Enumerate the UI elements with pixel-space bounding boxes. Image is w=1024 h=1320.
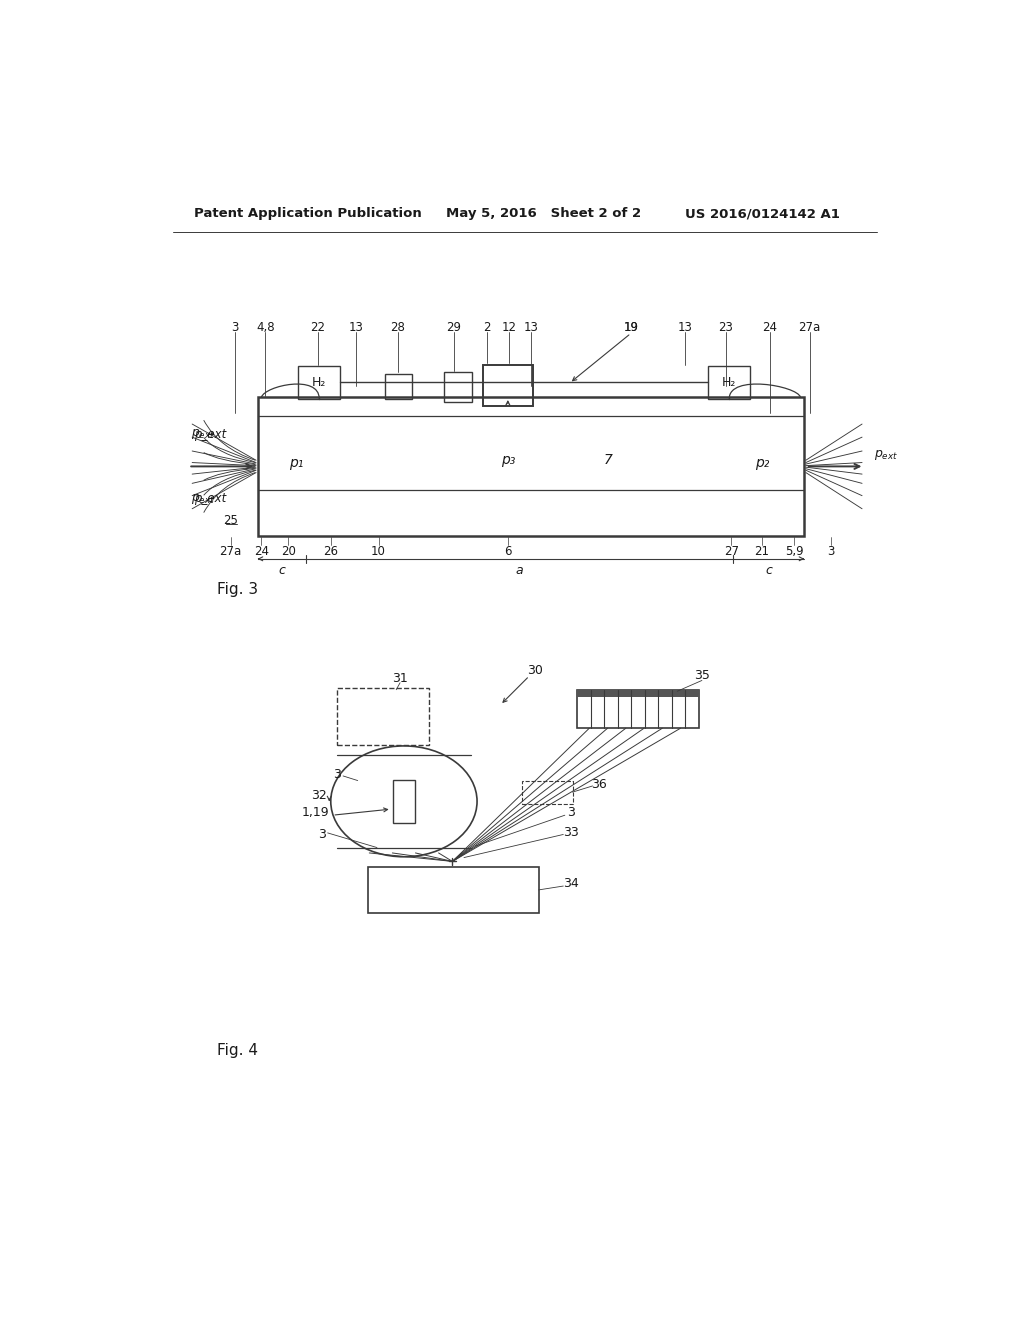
Text: H₂: H₂ [312,376,327,389]
Text: 25: 25 [223,513,239,527]
Text: 36: 36 [591,777,606,791]
Text: 19: 19 [624,321,639,334]
Text: 3: 3 [567,807,574,820]
Text: 6: 6 [504,545,512,557]
Text: p_ext: p_ext [194,492,226,506]
Bar [337,688,429,744]
Text: Fig. 4: Fig. 4 [217,1043,258,1057]
Text: c: c [765,564,772,577]
Text: a: a [516,564,523,577]
Text: 24: 24 [762,321,777,334]
Text: 30: 30 [527,664,543,677]
Text: 23: 23 [718,321,733,334]
Text: 12: 12 [502,321,517,334]
Text: H₂: H₂ [722,376,736,389]
Bar [521,780,572,804]
Text: Patent Application Publication: Patent Application Publication [194,207,422,220]
Bar [444,372,472,401]
Text: 35: 35 [694,669,710,682]
Text: 10: 10 [371,545,386,557]
Text: US 2016/0124142 A1: US 2016/0124142 A1 [685,207,840,220]
Text: 22: 22 [310,321,326,334]
Bar [578,689,698,729]
Text: 13: 13 [678,321,692,334]
Text: 21: 21 [755,545,769,557]
Bar [368,867,539,913]
Text: 31: 31 [392,672,408,685]
Text: 2: 2 [483,321,490,334]
Text: p₂: p₂ [755,455,769,470]
Text: 13: 13 [349,321,364,334]
Text: 32: 32 [311,789,327,803]
Bar [483,364,532,407]
Text: 5,9: 5,9 [785,545,804,557]
Text: c: c [279,564,286,577]
Text: 33: 33 [563,825,579,838]
Bar [298,367,340,399]
Text: 28: 28 [390,321,406,334]
Text: 1,19: 1,19 [301,807,329,820]
Text: $p_{ext}$: $p_{ext}$ [873,447,898,462]
Text: 27: 27 [724,545,738,557]
Text: 13: 13 [523,321,539,334]
Text: 34: 34 [563,878,579,890]
Text: May 5, 2016   Sheet 2 of 2: May 5, 2016 Sheet 2 of 2 [446,207,641,220]
Bar [393,780,415,822]
Text: 3: 3 [230,321,239,334]
Bar [578,689,698,697]
Text: 29: 29 [446,321,462,334]
Text: 7: 7 [603,453,612,467]
Text: $p_{ext}$: $p_{ext}$ [190,492,215,506]
Text: Fig. 3: Fig. 3 [217,582,258,597]
Text: 3: 3 [317,828,326,841]
Text: 26: 26 [324,545,338,557]
Text: 19: 19 [624,321,639,334]
Text: 27a: 27a [799,321,821,334]
Text: p₁: p₁ [289,455,303,470]
Text: 3: 3 [827,545,835,557]
Text: 4,8: 4,8 [256,321,274,334]
Text: p_ext: p_ext [194,428,226,441]
Bar [708,367,751,399]
Text: 3: 3 [333,768,341,781]
Text: p₃: p₃ [501,453,515,467]
Bar [385,374,413,399]
Text: 20: 20 [281,545,296,557]
Bar [258,397,804,536]
Text: 27a: 27a [219,545,242,557]
Text: 24: 24 [254,545,269,557]
Text: $p_{ext}$: $p_{ext}$ [190,428,215,441]
